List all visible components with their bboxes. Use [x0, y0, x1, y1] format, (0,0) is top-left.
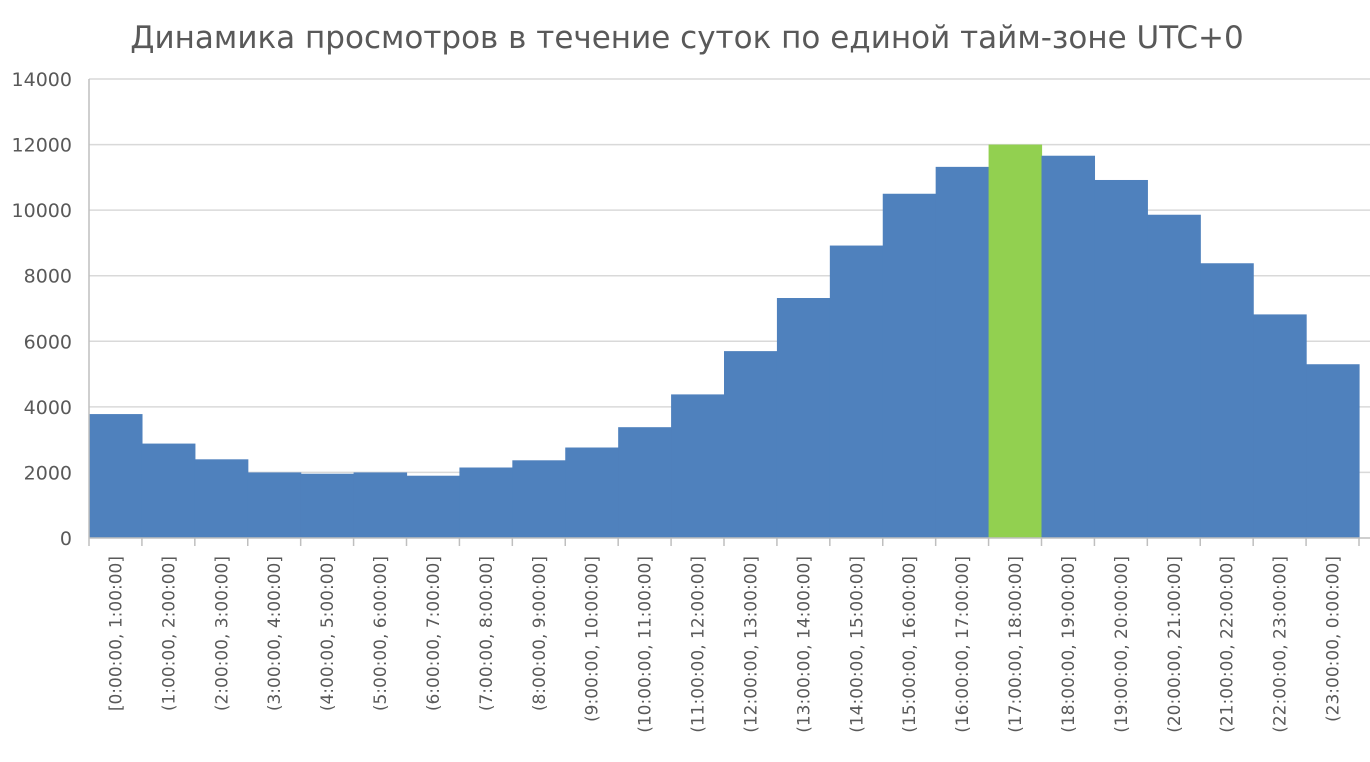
y-tick-label: 6000	[24, 331, 72, 353]
x-tick-label: (10:00:00, 11:00:00]	[636, 556, 656, 733]
x-tick-label: (1:00:00, 2:00:00]	[159, 556, 179, 711]
x-tick-label: (9:00:00, 10:00:00]	[583, 556, 603, 722]
x-tick-label: (20:00:00, 21:00:00]	[1165, 556, 1185, 733]
bar	[406, 475, 461, 538]
x-tick-label: (13:00:00, 14:00:00]	[794, 556, 814, 733]
bar	[671, 394, 725, 538]
y-tick-label: 12000	[12, 135, 72, 157]
y-tick-label: 0	[60, 528, 72, 550]
bar	[459, 467, 513, 538]
y-tick-label: 10000	[12, 200, 72, 222]
x-tick-label: (23:00:00, 0:00:00]	[1324, 556, 1344, 722]
bar	[988, 144, 1043, 539]
bar	[724, 351, 778, 538]
x-tick-label: (12:00:00, 13:00:00]	[741, 556, 761, 733]
bar	[141, 443, 196, 538]
x-tick-label: (6:00:00, 7:00:00]	[424, 556, 444, 711]
bar	[1147, 214, 1201, 539]
x-tick-label: (15:00:00, 16:00:00]	[900, 556, 920, 733]
x-tick-label: (14:00:00, 15:00:00]	[847, 556, 867, 733]
x-tick-label: (22:00:00, 23:00:00]	[1271, 556, 1291, 733]
x-tick-label: (17:00:00, 18:00:00]	[1006, 556, 1026, 733]
x-tick-label: [0:00:00, 1:00:00]	[106, 556, 126, 711]
y-tick-label: 14000	[12, 69, 72, 91]
x-tick-label: (18:00:00, 19:00:00]	[1059, 556, 1079, 733]
bar	[247, 472, 302, 538]
bar	[829, 245, 884, 538]
bar	[1306, 364, 1360, 538]
x-tick-label: (2:00:00, 3:00:00]	[212, 556, 232, 711]
y-tick-label: 2000	[24, 462, 72, 484]
y-axis-tick-labels: 0 2000 4000 6000 8000 10000 12000 14000	[12, 69, 72, 550]
bar	[300, 473, 355, 538]
x-tick-label: (7:00:00, 8:00:00]	[477, 556, 497, 711]
y-tick-label: 8000	[24, 266, 72, 288]
bar	[882, 193, 937, 538]
chart-title: Динамика просмотров в течение суток по е…	[130, 20, 1243, 56]
x-tick-label: (16:00:00, 17:00:00]	[953, 556, 973, 733]
x-tick-label: (11:00:00, 12:00:00]	[689, 556, 709, 733]
bar	[1041, 155, 1096, 538]
bar	[618, 427, 672, 538]
axes	[88, 79, 1370, 546]
x-tick-label: (5:00:00, 6:00:00]	[371, 556, 391, 711]
bar	[935, 166, 990, 538]
bar	[194, 459, 249, 538]
bar	[565, 447, 619, 538]
x-axis-tick-labels: [0:00:00, 1:00:00] (1:00:00, 2:00:00] (2:0…	[106, 556, 1343, 733]
bar	[1253, 314, 1307, 538]
bar	[1200, 263, 1254, 538]
bar	[89, 414, 143, 538]
bar	[512, 460, 566, 538]
gridlines	[89, 78, 1370, 474]
x-tick-label: (21:00:00, 22:00:00]	[1218, 556, 1238, 733]
x-tick-label: (8:00:00, 9:00:00]	[530, 556, 550, 711]
x-tick-label: (3:00:00, 4:00:00]	[265, 556, 285, 711]
bar	[353, 472, 408, 538]
x-tick-label: (19:00:00, 20:00:00]	[1112, 556, 1132, 733]
y-tick-label: 4000	[24, 397, 72, 419]
bars	[89, 144, 1360, 539]
bar	[1094, 179, 1148, 539]
x-tick-label: (4:00:00, 5:00:00]	[318, 556, 338, 711]
bar	[776, 298, 831, 538]
